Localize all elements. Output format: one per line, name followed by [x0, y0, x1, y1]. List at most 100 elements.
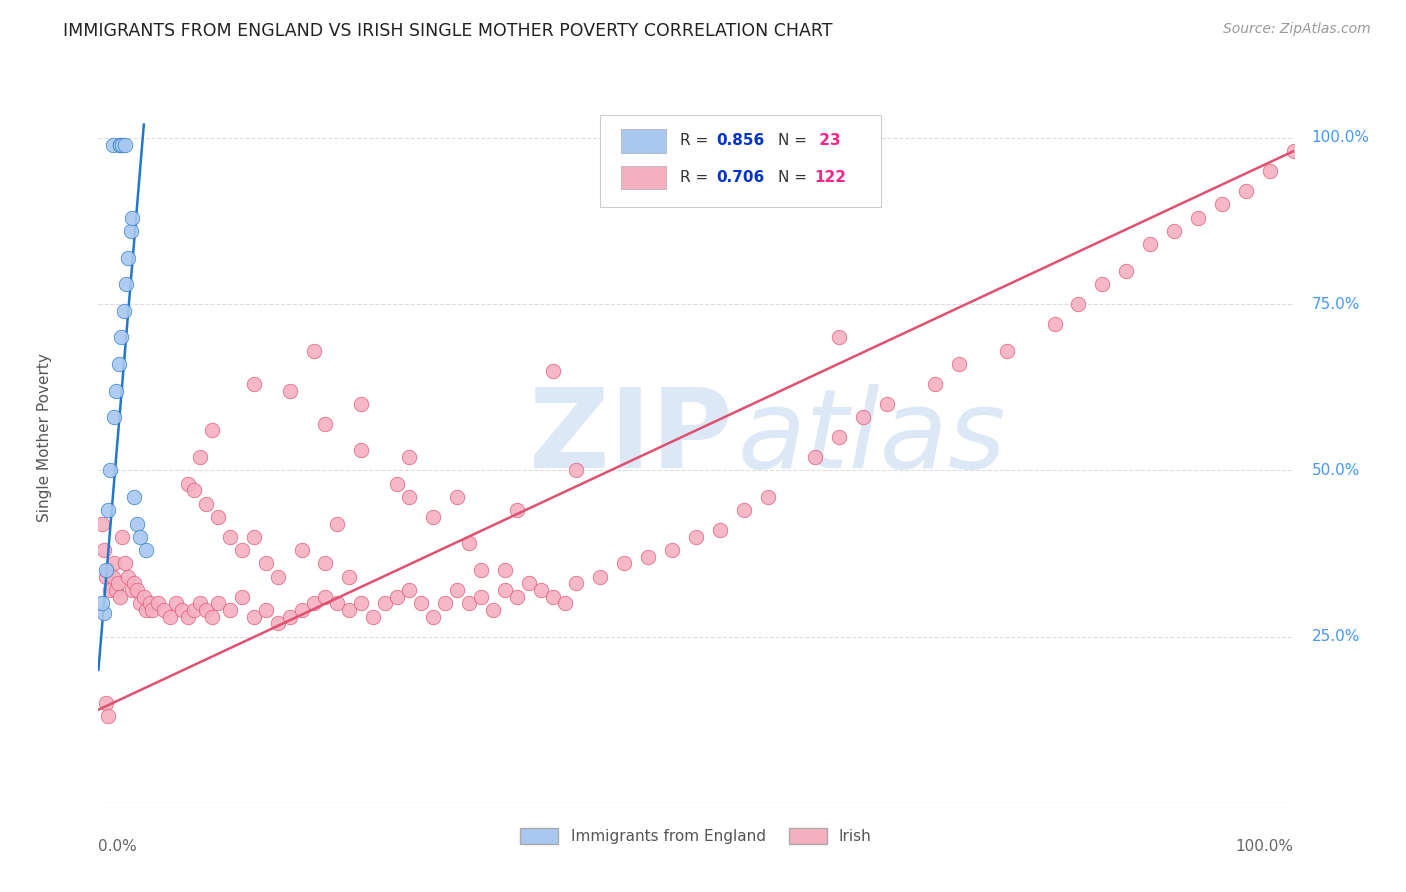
Point [530, 582, 553, 597]
Point [685, 530, 707, 544]
Point [291, 603, 314, 617]
Point [350, 596, 373, 610]
Point [207, 596, 229, 610]
Point [129, 530, 152, 544]
Point [339, 603, 361, 617]
Point [315, 557, 337, 571]
Point [876, 397, 898, 411]
Point [326, 596, 349, 610]
Point [1211, 197, 1233, 211]
Point [828, 330, 851, 344]
Point [125, 516, 148, 531]
Point [756, 490, 779, 504]
Point [924, 376, 946, 391]
Point [153, 603, 176, 617]
Point [110, 330, 132, 344]
Point [541, 363, 564, 377]
Point [278, 609, 301, 624]
Point [458, 536, 481, 550]
Text: 100.0%: 100.0% [1236, 839, 1294, 855]
Point [91, 516, 114, 531]
Point [183, 483, 205, 498]
Point [114, 557, 136, 571]
Point [291, 543, 314, 558]
Point [108, 590, 131, 604]
Point [103, 557, 125, 571]
Point [111, 137, 134, 152]
Point [91, 596, 114, 610]
Point [613, 557, 636, 571]
Point [470, 590, 492, 604]
Point [188, 596, 211, 610]
Point [1043, 317, 1066, 331]
Point [183, 603, 205, 617]
FancyBboxPatch shape [600, 115, 882, 207]
Point [105, 384, 128, 398]
Point [385, 590, 409, 604]
Text: 0.856: 0.856 [716, 133, 765, 148]
Point [219, 530, 242, 544]
Point [115, 277, 138, 292]
Text: Source: ZipAtlas.com: Source: ZipAtlas.com [1223, 22, 1371, 37]
Point [243, 376, 266, 391]
Point [93, 607, 115, 621]
Point [315, 417, 337, 431]
Text: N =: N = [779, 169, 813, 185]
Point [278, 384, 301, 398]
Point [159, 609, 181, 624]
Point [709, 523, 731, 537]
Point [188, 450, 211, 464]
Point [267, 616, 290, 631]
Point [326, 516, 349, 531]
Point [589, 570, 612, 584]
Point [172, 603, 194, 617]
Point [565, 576, 588, 591]
Point [506, 503, 529, 517]
Point [554, 596, 576, 610]
Point [804, 450, 827, 464]
Point [506, 590, 529, 604]
Text: 50.0%: 50.0% [1312, 463, 1360, 478]
Point [995, 343, 1018, 358]
Point [398, 582, 420, 597]
Point [1139, 237, 1161, 252]
Point [98, 582, 122, 597]
Bar [620, 129, 666, 153]
Point [302, 596, 325, 610]
Point [207, 509, 229, 524]
Text: atlas: atlas [738, 384, 1007, 491]
Point [828, 430, 851, 444]
Point [124, 576, 146, 591]
Text: 25.0%: 25.0% [1312, 629, 1360, 644]
Point [121, 582, 143, 597]
Point [422, 609, 444, 624]
Point [1187, 211, 1209, 225]
Text: IMMIGRANTS FROM ENGLAND VS IRISH SINGLE MOTHER POVERTY CORRELATION CHART: IMMIGRANTS FROM ENGLAND VS IRISH SINGLE … [63, 22, 832, 40]
Point [195, 497, 218, 511]
Point [112, 303, 135, 318]
Point [458, 596, 481, 610]
Point [948, 357, 970, 371]
Point [494, 563, 516, 577]
Point [124, 490, 146, 504]
Point [661, 543, 683, 558]
Point [132, 590, 155, 604]
Point [1234, 184, 1257, 198]
Point [219, 603, 242, 617]
Point [411, 596, 433, 610]
Point [107, 357, 129, 371]
Text: ZIP: ZIP [529, 384, 733, 491]
Point [121, 211, 143, 225]
Point [434, 596, 457, 610]
Point [117, 570, 139, 584]
Point [254, 557, 277, 571]
Point [446, 490, 468, 504]
Bar [620, 166, 666, 189]
Point [733, 503, 755, 517]
Point [114, 137, 136, 152]
Point [385, 476, 409, 491]
Point [481, 603, 505, 617]
Point [315, 590, 337, 604]
Point [339, 570, 361, 584]
Point [1163, 224, 1185, 238]
